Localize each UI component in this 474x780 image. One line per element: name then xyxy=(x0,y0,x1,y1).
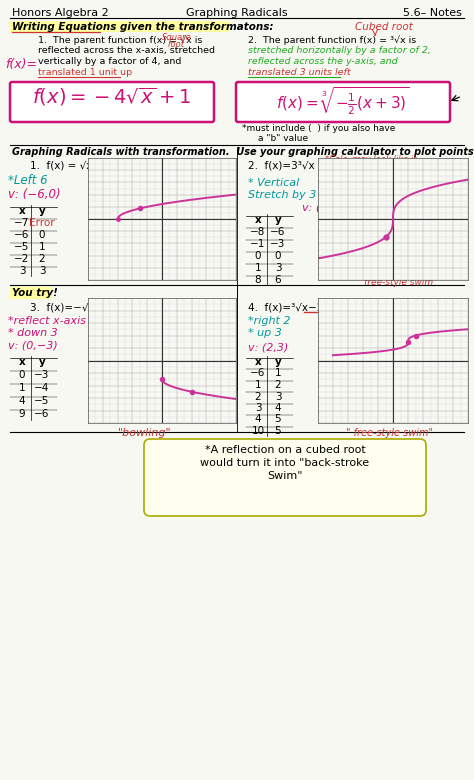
Text: −6: −6 xyxy=(14,230,30,240)
Text: 0: 0 xyxy=(39,230,45,240)
Text: −7: −7 xyxy=(14,218,30,228)
Text: "bowling": "bowling" xyxy=(118,428,172,438)
Text: 3: 3 xyxy=(18,266,25,276)
Text: 1: 1 xyxy=(255,380,261,390)
Text: would turn it into "back-stroke: would turn it into "back-stroke xyxy=(201,458,370,468)
Text: 1: 1 xyxy=(18,383,25,393)
Text: 0: 0 xyxy=(255,251,261,261)
Text: v: (0,−3): v: (0,−3) xyxy=(8,340,58,350)
Text: 4: 4 xyxy=(255,414,261,424)
Text: y: y xyxy=(274,357,282,367)
Text: $f(x)=\sqrt[3]{-\frac{1}{2}(x+3)}$: $f(x)=\sqrt[3]{-\frac{1}{2}(x+3)}$ xyxy=(276,86,410,117)
Text: 6: 6 xyxy=(275,275,281,285)
Text: −5: −5 xyxy=(14,242,30,252)
Text: Square: Square xyxy=(162,33,192,42)
Text: −3: −3 xyxy=(34,370,50,380)
Text: 3: 3 xyxy=(255,403,261,413)
Text: 3: 3 xyxy=(275,263,281,273)
FancyBboxPatch shape xyxy=(10,21,230,32)
FancyBboxPatch shape xyxy=(10,82,214,122)
Text: −6: −6 xyxy=(250,368,266,378)
Text: 1: 1 xyxy=(275,368,281,378)
Text: 9: 9 xyxy=(18,409,25,419)
Text: *A reflection on a cubed root: *A reflection on a cubed root xyxy=(205,445,365,455)
Text: reflected across the y-axis, and: reflected across the y-axis, and xyxy=(248,57,398,66)
Text: −3: −3 xyxy=(270,239,286,249)
Text: 2: 2 xyxy=(255,392,261,402)
Text: y: y xyxy=(38,206,46,216)
Text: x: x xyxy=(18,357,26,367)
Text: 3: 3 xyxy=(275,392,281,402)
Text: 4.  f(x)=³√x−2+3: 4. f(x)=³√x−2+3 xyxy=(248,303,338,313)
Text: v: (−6,0): v: (−6,0) xyxy=(8,188,61,201)
Text: translated 3 units left: translated 3 units left xyxy=(248,68,351,77)
Text: 2.  The parent function f(x) = ³√x is: 2. The parent function f(x) = ³√x is xyxy=(248,35,416,44)
Text: −5: −5 xyxy=(34,396,50,406)
Text: 4: 4 xyxy=(18,396,25,406)
Text: You try!: You try! xyxy=(12,288,58,298)
Text: 5: 5 xyxy=(275,426,281,436)
Text: 0: 0 xyxy=(275,251,281,261)
Text: 8: 8 xyxy=(255,275,261,285)
Text: f(x)=: f(x)= xyxy=(5,58,37,71)
Text: $f(x)=-4\sqrt{x}+1$: $f(x)=-4\sqrt{x}+1$ xyxy=(32,86,191,108)
Text: vertically by a factor of 4, and: vertically by a factor of 4, and xyxy=(38,57,182,66)
Text: *reflect x-axis: *reflect x-axis xyxy=(8,316,86,326)
Text: −2: −2 xyxy=(14,254,30,264)
Text: stretched horizontally by a factor of 2,: stretched horizontally by a factor of 2, xyxy=(248,46,431,55)
Text: −6: −6 xyxy=(34,409,50,419)
Text: 3: 3 xyxy=(39,266,46,276)
Text: 2: 2 xyxy=(275,380,281,390)
Text: 2.  f(x)=3³√x: 2. f(x)=3³√x xyxy=(248,160,315,170)
Text: −4: −4 xyxy=(34,383,50,393)
Text: root: root xyxy=(168,40,185,49)
Text: Swim": Swim" xyxy=(267,471,303,481)
Text: " free-style swim": " free-style swim" xyxy=(346,428,434,438)
Text: Honors Algebra 2: Honors Algebra 2 xyxy=(12,8,109,18)
Text: x: x xyxy=(255,357,261,367)
Text: 10: 10 xyxy=(251,426,264,436)
Text: v: (0,0): v: (0,0) xyxy=(302,203,342,213)
Text: x: x xyxy=(255,215,261,225)
Text: 5: 5 xyxy=(275,414,281,424)
Text: * down 3: * down 3 xyxy=(8,328,58,338)
Text: x: x xyxy=(18,206,26,216)
Text: translated 1 unit up: translated 1 unit up xyxy=(38,68,132,77)
Text: 0: 0 xyxy=(19,370,25,380)
Text: −6: −6 xyxy=(270,227,286,237)
FancyBboxPatch shape xyxy=(236,82,450,122)
Text: *must include (  ) if you also have: *must include ( ) if you also have xyxy=(242,124,395,133)
Text: 4: 4 xyxy=(275,403,281,413)
Text: "Shoot": "Shoot" xyxy=(120,160,162,170)
Text: * up 3: * up 3 xyxy=(248,328,282,338)
FancyBboxPatch shape xyxy=(10,287,52,299)
Text: 1: 1 xyxy=(39,242,46,252)
Text: y: y xyxy=(38,357,46,367)
Text: 1.  f(x) = √x+6: 1. f(x) = √x+6 xyxy=(30,160,108,170)
Text: Writing Equations given the transformatons:: Writing Equations given the transformato… xyxy=(12,22,273,32)
Text: * Vertical: * Vertical xyxy=(248,178,299,188)
Text: 1: 1 xyxy=(255,263,261,273)
Text: 1.  The parent function f(x) = √x is: 1. The parent function f(x) = √x is xyxy=(38,35,202,44)
Text: "free-style swim": "free-style swim" xyxy=(360,278,437,287)
Text: Error: Error xyxy=(29,218,55,228)
Text: 3.  f(x)=−√x −3: 3. f(x)=−√x −3 xyxy=(30,303,113,313)
Text: Stretch by 3: Stretch by 3 xyxy=(248,190,316,200)
Text: *Left 6: *Left 6 xyxy=(8,174,47,187)
Text: reflected across the x-axis, stretched: reflected across the x-axis, stretched xyxy=(38,46,215,55)
Text: *right 2: *right 2 xyxy=(248,316,291,326)
Text: 2: 2 xyxy=(39,254,46,264)
Text: −8: −8 xyxy=(250,227,266,237)
Text: −1: −1 xyxy=(250,239,266,249)
Text: 5.6– Notes: 5.6– Notes xyxy=(403,8,462,18)
Text: a "b" value: a "b" value xyxy=(258,134,308,143)
Text: y: y xyxy=(274,215,282,225)
FancyBboxPatch shape xyxy=(144,439,426,516)
Text: Cubed root: Cubed root xyxy=(355,22,413,32)
Text: Graphing Radicals with transformation.  Use your graphing calculator to plot poi: Graphing Radicals with transformation. U… xyxy=(12,147,474,157)
Text: Graphing Radicals: Graphing Radicals xyxy=(186,8,288,18)
Text: *Calc. may look like it
has a gap but it doesn't: *Calc. may look like it has a gap but it… xyxy=(325,155,424,175)
Text: v: (2,3): v: (2,3) xyxy=(248,342,288,352)
